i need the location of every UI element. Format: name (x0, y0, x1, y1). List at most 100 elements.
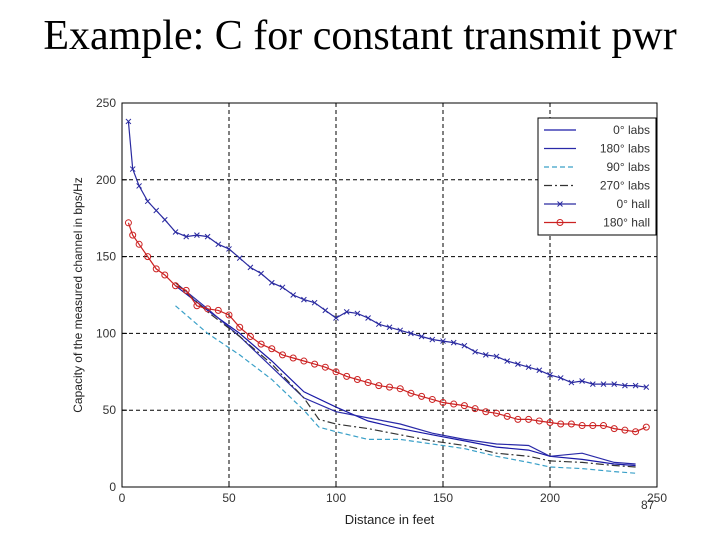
data-point (161, 271, 169, 279)
data-point (236, 323, 244, 331)
data-point (461, 342, 468, 349)
data-point (450, 339, 457, 346)
y-tick-label: 100 (96, 326, 116, 340)
legend-label: 90° labs (607, 160, 651, 174)
x-tick-label: 50 (222, 491, 236, 505)
data-point (460, 402, 468, 410)
series-line (175, 282, 636, 465)
x-tick-label: 250 (647, 491, 667, 505)
data-point (311, 299, 318, 306)
slide-number: 87 (641, 498, 655, 512)
data-point (450, 400, 458, 408)
data-point (632, 382, 639, 389)
data-point (429, 336, 436, 343)
data-point (364, 379, 372, 387)
data-point (397, 327, 404, 334)
legend-marker (556, 219, 564, 226)
data-point (311, 360, 319, 368)
data-point (289, 354, 297, 362)
data-point (301, 296, 307, 303)
data-point (643, 384, 650, 391)
data-point (226, 246, 232, 252)
data-point (600, 381, 607, 387)
data-point (482, 352, 489, 358)
data-point (525, 415, 533, 423)
data-point (343, 372, 351, 380)
series-3 (175, 282, 636, 468)
data-point (152, 265, 160, 273)
y-tick-label: 50 (103, 403, 117, 417)
data-point (418, 333, 425, 340)
data-point (279, 284, 286, 291)
data-point (493, 409, 500, 417)
series-2 (175, 305, 636, 474)
data-point (589, 422, 597, 430)
data-point (354, 310, 361, 317)
data-point (321, 363, 329, 371)
data-point (268, 279, 275, 286)
data-point (428, 395, 436, 403)
data-point (247, 264, 254, 271)
data-point (589, 381, 596, 387)
y-axis-label: Capacity of the measured channel in bps/… (71, 177, 85, 412)
plot-frame (121, 102, 658, 488)
data-point (204, 305, 212, 313)
series-line (175, 285, 636, 467)
data-point (268, 345, 276, 353)
data-point (183, 233, 190, 240)
x-tick-label: 200 (540, 491, 560, 505)
data-point (408, 330, 414, 337)
data-point (333, 315, 339, 321)
data-point (568, 379, 575, 386)
legend-label: 0° hall (617, 197, 651, 211)
x-tick-label: 150 (433, 491, 453, 505)
data-point (129, 166, 136, 172)
data-point (418, 392, 426, 400)
data-point (332, 368, 340, 376)
data-point (375, 321, 382, 328)
data-point (193, 302, 201, 310)
legend-marker (557, 201, 563, 207)
data-point (600, 422, 607, 430)
data-point (536, 367, 543, 374)
data-point (182, 286, 190, 294)
data-point (515, 361, 521, 367)
data-point (514, 415, 522, 423)
data-point (503, 412, 511, 420)
data-point (557, 420, 565, 428)
legend-label: 0° labs (613, 123, 650, 137)
data-point (611, 381, 618, 387)
data-point (621, 426, 629, 434)
data-point (578, 422, 586, 430)
y-tick-label: 200 (96, 173, 116, 187)
legend-label: 180° hall (603, 216, 650, 230)
data-point (407, 389, 415, 397)
data-point (642, 423, 650, 431)
data-point (557, 375, 564, 381)
data-point (396, 385, 404, 393)
data-point (547, 372, 553, 378)
series-layer (124, 118, 650, 474)
data-point (236, 255, 243, 261)
x-tick-label: 100 (326, 491, 346, 505)
series-1 (175, 282, 636, 465)
data-point (215, 241, 222, 248)
data-point (204, 233, 211, 240)
data-point (535, 417, 543, 425)
series-line (127, 222, 647, 433)
series-4 (125, 118, 650, 391)
x-tick-label: 0 (119, 491, 126, 505)
data-point (172, 229, 179, 235)
data-point (440, 338, 446, 344)
data-point (365, 315, 371, 321)
data-point (258, 270, 264, 277)
data-point (375, 382, 383, 390)
data-point (504, 358, 511, 364)
series-line (175, 282, 636, 468)
data-point (290, 292, 297, 298)
data-point (225, 311, 233, 319)
data-point (161, 216, 168, 223)
axis-ticks: 0 50 100 150 200 250 0 50 100 150 200 250 (96, 96, 667, 505)
data-point (471, 405, 479, 413)
